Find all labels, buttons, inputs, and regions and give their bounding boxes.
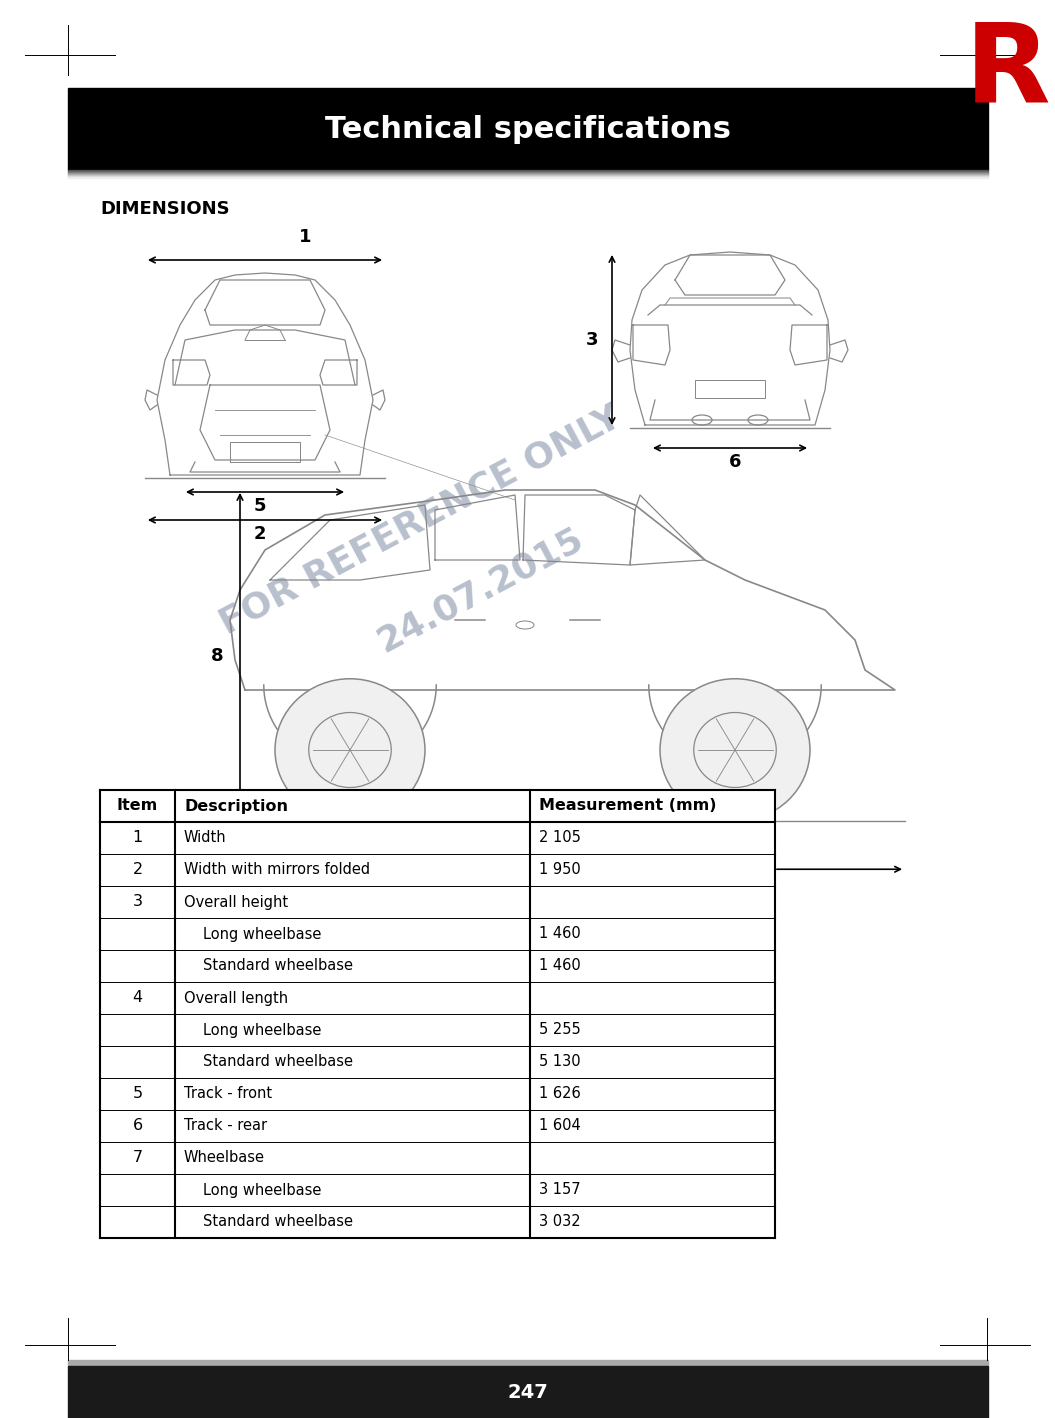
Bar [230, 442, 300, 462]
Text: 1: 1 [299, 228, 311, 245]
Text: Standard wheelbase: Standard wheelbase [203, 1055, 353, 1069]
Text: 247: 247 [507, 1384, 549, 1402]
Text: Long wheelbase: Long wheelbase [203, 926, 322, 942]
Text: 1 950: 1 950 [539, 862, 580, 878]
Text: 3: 3 [133, 895, 142, 909]
Text: 5 130: 5 130 [539, 1055, 580, 1069]
Text: 1 626: 1 626 [539, 1086, 580, 1102]
Text: 7: 7 [133, 1150, 142, 1166]
Bar [100, 854, 775, 886]
Text: 4: 4 [133, 991, 142, 1005]
Text: 24.07.2015: 24.07.2015 [371, 522, 589, 658]
Bar [100, 1110, 775, 1141]
Text: DIMENSIONS: DIMENSIONS [100, 200, 230, 218]
Text: Long wheelbase: Long wheelbase [203, 1022, 322, 1038]
Text: Overall height: Overall height [184, 895, 288, 909]
Text: 3 157: 3 157 [539, 1183, 580, 1197]
Text: 7: 7 [536, 847, 549, 864]
Bar [100, 917, 775, 950]
Text: Long wheelbase: Long wheelbase [203, 1183, 322, 1197]
Text: 1 460: 1 460 [539, 959, 580, 974]
Text: Overall length: Overall length [184, 991, 288, 1005]
Text: 1: 1 [132, 831, 142, 845]
Text: 5 255: 5 255 [539, 1022, 580, 1038]
Bar [100, 1205, 775, 1238]
Text: 4: 4 [574, 875, 587, 892]
Bar [100, 886, 775, 917]
Bar [695, 380, 765, 398]
Text: Standard wheelbase: Standard wheelbase [203, 1214, 353, 1229]
Text: Width with mirrors folded: Width with mirrors folded [184, 862, 370, 878]
Text: E163254: E163254 [100, 864, 149, 873]
Text: 5: 5 [133, 1086, 142, 1102]
Text: Standard wheelbase: Standard wheelbase [203, 959, 353, 974]
Bar [100, 1141, 775, 1174]
Text: 3 032: 3 032 [539, 1214, 580, 1229]
Ellipse shape [660, 679, 810, 821]
Bar [68, 1360, 987, 1366]
Bar [68, 1366, 987, 1418]
Bar [100, 1014, 775, 1046]
Text: Description: Description [184, 798, 288, 814]
Ellipse shape [275, 679, 425, 821]
Text: Width: Width [184, 831, 227, 845]
Bar [100, 1174, 775, 1205]
Text: Measurement (mm): Measurement (mm) [539, 798, 716, 814]
Text: 2: 2 [254, 525, 266, 543]
Text: 8: 8 [211, 647, 224, 665]
Text: R: R [965, 18, 1051, 125]
Text: Technical specifications: Technical specifications [325, 115, 731, 145]
Text: Track - rear: Track - rear [184, 1119, 267, 1133]
Text: FOR REFERENCE ONLY: FOR REFERENCE ONLY [213, 400, 627, 641]
Text: 1 604: 1 604 [539, 1119, 580, 1133]
Bar [100, 1078, 775, 1110]
Text: 3: 3 [586, 330, 598, 349]
Text: 5: 5 [254, 496, 266, 515]
Text: Track - front: Track - front [184, 1086, 272, 1102]
Text: 6: 6 [133, 1119, 142, 1133]
Bar [100, 822, 775, 854]
Bar [68, 88, 987, 170]
Bar [100, 1046, 775, 1078]
Text: 2 105: 2 105 [539, 831, 581, 845]
Text: 6: 6 [729, 452, 742, 471]
Text: Wheelbase: Wheelbase [184, 1150, 265, 1166]
Bar [100, 790, 775, 822]
Bar [100, 950, 775, 983]
Text: 1 460: 1 460 [539, 926, 580, 942]
Text: 2: 2 [133, 862, 142, 878]
Bar [100, 983, 775, 1014]
Text: Item: Item [117, 798, 158, 814]
